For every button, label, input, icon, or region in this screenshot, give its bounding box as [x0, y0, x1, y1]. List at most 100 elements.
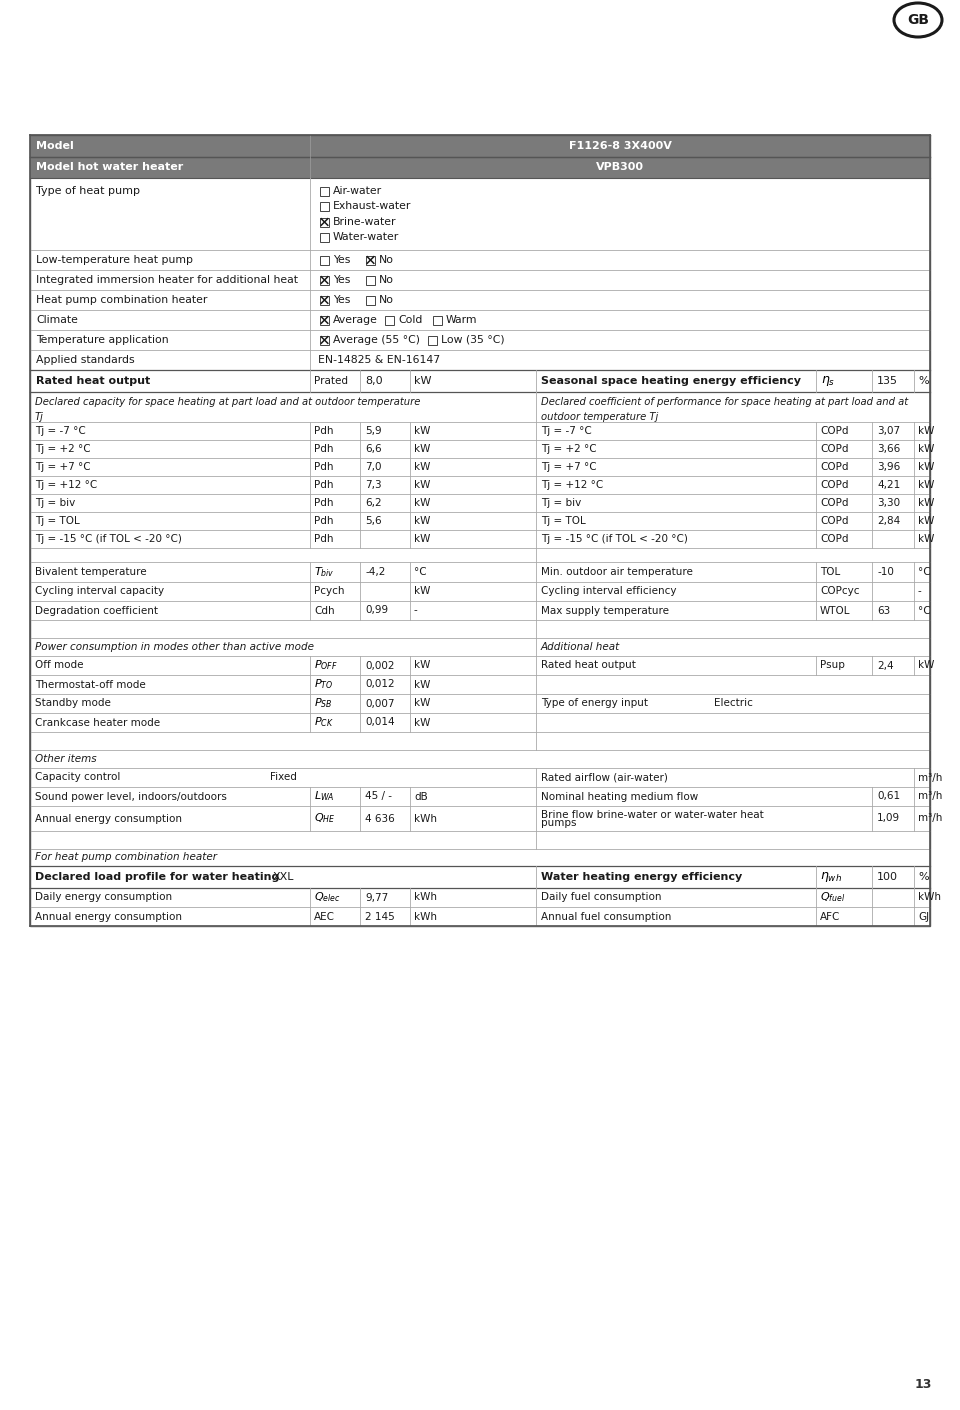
Text: -10: -10	[877, 567, 894, 577]
Text: kWh: kWh	[414, 893, 437, 902]
Text: kW: kW	[918, 426, 934, 436]
Text: Model hot water heater: Model hot water heater	[36, 162, 183, 172]
Text: kW: kW	[414, 718, 430, 728]
Text: Declared load profile for water heating: Declared load profile for water heating	[35, 871, 279, 883]
Text: Rated heat output: Rated heat output	[36, 376, 151, 386]
Text: kW: kW	[918, 444, 934, 454]
Text: COPcyc: COPcyc	[820, 587, 859, 596]
Text: TOL: TOL	[820, 567, 840, 577]
Text: For heat pump combination heater: For heat pump combination heater	[35, 853, 217, 863]
Text: $Q_{fuel}$: $Q_{fuel}$	[820, 891, 846, 904]
Text: No: No	[379, 295, 394, 305]
Text: Type of energy input: Type of energy input	[541, 698, 648, 708]
Text: Type of heat pump: Type of heat pump	[36, 186, 140, 196]
Text: Tj = +12 °C: Tj = +12 °C	[35, 479, 97, 491]
Bar	[320, 336, 329, 344]
Text: Power consumption in modes other than active mode: Power consumption in modes other than ac…	[35, 642, 314, 651]
Text: EN-14825 & EN-16147: EN-14825 & EN-16147	[318, 355, 440, 365]
Text: Tj = -15 °C (if TOL < -20 °C): Tj = -15 °C (if TOL < -20 °C)	[541, 534, 688, 544]
Text: Bivalent temperature: Bivalent temperature	[35, 567, 147, 577]
Text: 4 636: 4 636	[365, 814, 395, 823]
Text: COPd: COPd	[820, 426, 849, 436]
Text: Brine-water: Brine-water	[333, 217, 396, 227]
Text: Tj = biv: Tj = biv	[541, 498, 581, 508]
Bar	[320, 202, 329, 210]
Text: Tj = +7 °C: Tj = +7 °C	[541, 462, 596, 472]
Text: AFC: AFC	[820, 911, 840, 922]
Text: 135: 135	[877, 376, 898, 386]
Text: 4,21: 4,21	[877, 479, 900, 491]
Text: Tj = -7 °C: Tj = -7 °C	[541, 426, 591, 436]
Text: 2,4: 2,4	[877, 660, 894, 671]
Text: COPd: COPd	[820, 479, 849, 491]
Text: Annual energy consumption: Annual energy consumption	[35, 814, 182, 823]
Text: kW: kW	[918, 660, 934, 671]
Text: kW: kW	[414, 376, 431, 386]
Text: Model: Model	[36, 141, 74, 151]
Text: Tj = +7 °C: Tj = +7 °C	[35, 462, 90, 472]
Text: kW: kW	[414, 479, 430, 491]
Text: $P_{OFF}$: $P_{OFF}$	[314, 658, 338, 673]
Text: 3,07: 3,07	[877, 426, 900, 436]
Text: Yes: Yes	[333, 255, 350, 265]
Text: Annual energy consumption: Annual energy consumption	[35, 911, 182, 922]
Text: dB: dB	[414, 791, 428, 801]
Text: kW: kW	[414, 534, 430, 544]
Text: $P_{CK}$: $P_{CK}$	[314, 716, 334, 729]
Text: Psup: Psup	[820, 660, 845, 671]
Text: WTOL: WTOL	[820, 605, 851, 616]
Text: 0,002: 0,002	[365, 660, 395, 671]
Text: 3,96: 3,96	[877, 462, 900, 472]
Text: Degradation coefficient: Degradation coefficient	[35, 605, 158, 616]
Text: -: -	[918, 587, 922, 596]
Text: m³/h: m³/h	[918, 814, 943, 823]
Bar	[366, 296, 375, 305]
Text: COPd: COPd	[820, 462, 849, 472]
Text: Pdh: Pdh	[314, 516, 333, 526]
Bar	[366, 275, 375, 285]
Text: Air-water: Air-water	[333, 186, 382, 196]
Text: 0,014: 0,014	[365, 718, 395, 728]
Text: 9,77: 9,77	[365, 893, 388, 902]
Text: Standby mode: Standby mode	[35, 698, 110, 708]
Text: $\eta_s$: $\eta_s$	[821, 374, 835, 388]
Text: Pdh: Pdh	[314, 498, 333, 508]
Text: 0,007: 0,007	[365, 698, 395, 708]
Text: Daily energy consumption: Daily energy consumption	[35, 893, 172, 902]
Text: Pdh: Pdh	[314, 426, 333, 436]
Text: 6,6: 6,6	[365, 444, 382, 454]
Text: COPd: COPd	[820, 444, 849, 454]
Text: 13: 13	[914, 1379, 932, 1392]
Text: 2 145: 2 145	[365, 911, 395, 922]
Text: Seasonal space heating energy efficiency: Seasonal space heating energy efficiency	[541, 376, 801, 386]
Text: Additional heat: Additional heat	[541, 642, 620, 651]
Text: m³/h: m³/h	[918, 773, 943, 783]
Text: Thermostat-off mode: Thermostat-off mode	[35, 680, 146, 689]
Text: 5,9: 5,9	[365, 426, 382, 436]
Text: 5,6: 5,6	[365, 516, 382, 526]
Text: Tj = -7 °C: Tj = -7 °C	[35, 426, 85, 436]
Text: Exhaust-water: Exhaust-water	[333, 202, 412, 212]
Text: kW: kW	[918, 498, 934, 508]
Text: Tj = biv: Tj = biv	[35, 498, 75, 508]
Text: $T_{biv}$: $T_{biv}$	[314, 565, 335, 580]
Text: kW: kW	[918, 516, 934, 526]
Text: Cycling interval capacity: Cycling interval capacity	[35, 587, 164, 596]
Bar	[320, 233, 329, 241]
Ellipse shape	[894, 3, 942, 37]
Text: GB: GB	[907, 13, 929, 27]
Text: 7,3: 7,3	[365, 479, 382, 491]
Text: Temperature application: Temperature application	[36, 336, 169, 345]
Text: Prated: Prated	[314, 376, 348, 386]
Bar	[320, 316, 329, 324]
Bar	[428, 336, 437, 344]
Text: Pdh: Pdh	[314, 479, 333, 491]
Text: COPd: COPd	[820, 498, 849, 508]
Text: kW: kW	[918, 534, 934, 544]
Text: Tj = +2 °C: Tj = +2 °C	[35, 444, 90, 454]
Text: kW: kW	[414, 444, 430, 454]
Text: -4,2: -4,2	[365, 567, 385, 577]
Text: Crankcase heater mode: Crankcase heater mode	[35, 718, 160, 728]
Text: Cold: Cold	[398, 314, 422, 324]
Text: Tj = -15 °C (if TOL < -20 °C): Tj = -15 °C (if TOL < -20 °C)	[35, 534, 181, 544]
